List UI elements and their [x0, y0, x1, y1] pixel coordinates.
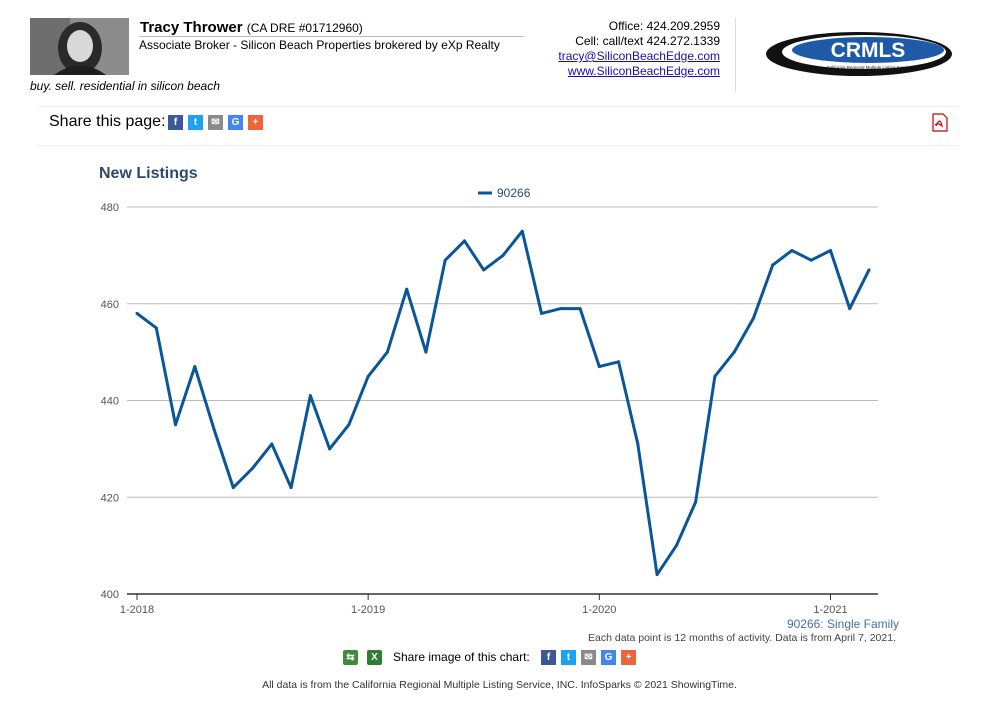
twitter-icon[interactable]: t: [188, 115, 203, 130]
page-footer: All data is from the California Regional…: [262, 679, 737, 691]
cell-phone: Cell: call/text 424.272.1339: [575, 34, 720, 48]
data-point: [597, 365, 601, 369]
share-rule: [37, 145, 959, 146]
header-divider: [735, 18, 736, 92]
data-point: [443, 258, 447, 262]
data-point: [732, 350, 736, 354]
top-rule: [37, 106, 959, 107]
facebook-icon[interactable]: f: [168, 115, 183, 130]
crmls-logo-text: CRMLS: [831, 39, 906, 62]
share-page-label: Share this page:: [49, 113, 166, 130]
data-point: [578, 307, 582, 311]
data-point: [405, 287, 409, 291]
data-point: [809, 258, 813, 262]
excel-icon[interactable]: X: [367, 650, 382, 665]
chart-email-icon[interactable]: ✉: [581, 650, 596, 665]
data-point: [212, 428, 216, 432]
data-point: [135, 311, 139, 315]
email-link[interactable]: tracy@SiliconBeachEdge.com: [558, 49, 720, 63]
series-note: 90266: Single Family: [786, 617, 899, 631]
legend-label: 90266: [497, 186, 531, 200]
data-point: [694, 500, 698, 504]
x-tick-label: 1-2019: [351, 604, 385, 616]
chart-footnote: Each data point is 12 months of activity…: [588, 632, 896, 644]
x-tick-label: 1-2018: [120, 604, 154, 616]
chart-twitter-icon[interactable]: t: [561, 650, 576, 665]
data-point: [154, 326, 158, 330]
name-divider: [139, 36, 524, 37]
data-point: [520, 229, 524, 233]
data-point: [308, 394, 312, 398]
data-point: [193, 365, 197, 369]
data-point: [231, 486, 235, 490]
data-point: [251, 466, 255, 470]
data-point: [174, 423, 178, 427]
data-point: [828, 249, 832, 253]
y-tick-label: 400: [101, 589, 119, 601]
data-point: [289, 486, 293, 490]
pdf-icon[interactable]: [931, 113, 949, 132]
data-point: [385, 350, 389, 354]
google-icon[interactable]: G: [228, 115, 243, 130]
data-point: [559, 307, 563, 311]
agent-title: Associate Broker - Silicon Beach Propert…: [139, 38, 500, 52]
data-point: [540, 311, 544, 315]
crmls-logo: CRMLS California Regional Multiple Listi…: [764, 28, 954, 80]
data-point: [270, 442, 274, 446]
data-point: [636, 442, 640, 446]
data-point: [751, 316, 755, 320]
data-point: [482, 268, 486, 272]
y-tick-label: 420: [101, 492, 119, 504]
agent-photo: [30, 18, 129, 75]
data-point: [790, 249, 794, 253]
chart-title: New Listings: [99, 165, 198, 182]
agent-name: Tracy Thrower: [140, 19, 243, 36]
data-point: [462, 239, 466, 243]
office-phone: Office: 424.209.2959: [608, 19, 720, 33]
chart-facebook-icon[interactable]: f: [541, 650, 556, 665]
y-tick-label: 480: [101, 202, 119, 214]
share-chart-icon[interactable]: ⇆: [343, 650, 358, 665]
y-tick-label: 440: [101, 396, 119, 408]
series-line: [136, 229, 871, 577]
chart-google-icon[interactable]: G: [601, 650, 616, 665]
data-point: [848, 307, 852, 311]
chart-plus-icon[interactable]: +: [621, 650, 636, 665]
plus-icon[interactable]: +: [248, 115, 263, 130]
x-tick-label: 1-2020: [582, 604, 616, 616]
data-point: [347, 423, 351, 427]
email-icon[interactable]: ✉: [208, 115, 223, 130]
data-point: [501, 253, 505, 257]
agent-dre: (CA DRE #01712960): [246, 21, 363, 35]
data-point: [617, 360, 621, 364]
data-point: [424, 350, 428, 354]
data-point: [867, 268, 871, 272]
contact-block: Office: 424.209.2959 Cell: call/text 424…: [558, 19, 720, 79]
share-chart-label: Share image of this chart:: [393, 650, 530, 664]
website-link[interactable]: www.SiliconBeachEdge.com: [567, 64, 720, 78]
data-point: [328, 447, 332, 451]
crmls-logo-subtext: California Regional Multiple Listing Ser…: [826, 65, 921, 70]
data-point: [713, 374, 717, 378]
y-tick-label: 460: [101, 299, 119, 311]
agent-name-line: Tracy Thrower (CA DRE #01712960): [140, 19, 363, 36]
agent-tagline: buy. sell. residential in silicon beach: [30, 79, 220, 93]
data-point: [366, 374, 370, 378]
data-point: [674, 544, 678, 548]
x-tick-label: 1-2021: [813, 604, 847, 616]
data-point: [771, 263, 775, 267]
data-point: [655, 573, 659, 577]
